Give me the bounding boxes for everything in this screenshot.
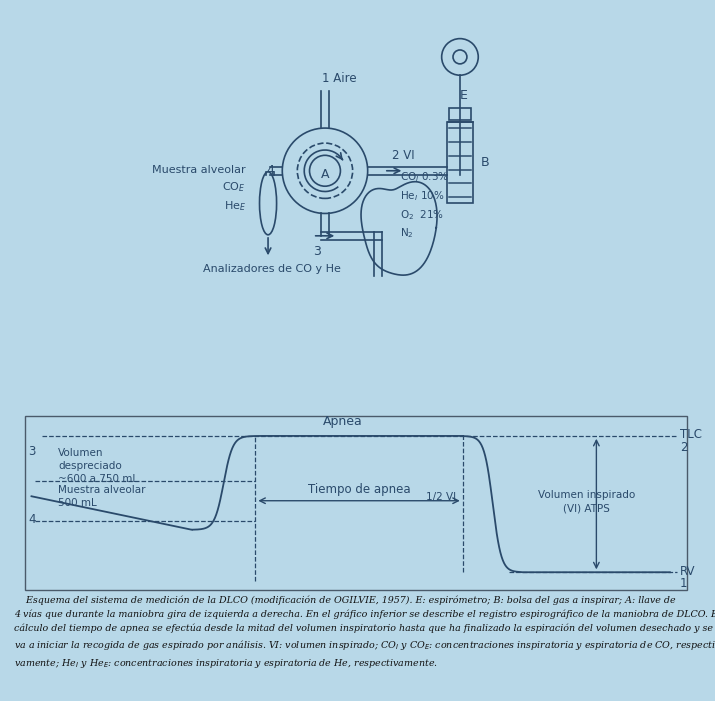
Text: B: B [480,156,489,169]
Text: 3: 3 [313,245,321,258]
Text: 1/2 VI: 1/2 VI [426,492,456,503]
Text: Volumen
despreciado
~600 a 750 mL: Volumen despreciado ~600 a 750 mL [58,448,138,484]
Text: Apnea: Apnea [322,415,363,428]
Text: Tiempo de apnea: Tiempo de apnea [307,483,410,496]
Bar [447,122,473,203]
Text: 2 VI: 2 VI [392,149,415,162]
Text: TLC: TLC [680,428,702,442]
Text: Analizadores de CO y He: Analizadores de CO y He [203,264,341,274]
Text: 3: 3 [28,445,36,458]
Text: Volumen inspirado
(VI) ATPS: Volumen inspirado (VI) ATPS [538,491,635,513]
Text: 4: 4 [266,164,274,177]
Text: 1 Aire: 1 Aire [322,72,357,86]
Text: A: A [321,168,329,181]
Text: 2: 2 [680,441,687,454]
Text: Muestra alveolar
CO$_E$
He$_E$: Muestra alveolar CO$_E$ He$_E$ [152,165,246,213]
Text: Esquema del sistema de medición de la DLCO (modificación de OGILVIE, 1957). E: e: Esquema del sistema de medición de la DL… [14,596,715,670]
Text: 1: 1 [680,577,687,590]
Text: Muestra alveolar
500 mL: Muestra alveolar 500 mL [58,485,146,508]
Text: CO$_I$ 0.3%
He$_I$ 10%
O$_2$  21%
N$_2$: CO$_I$ 0.3% He$_I$ 10% O$_2$ 21% N$_2$ [400,170,449,240]
Text: 4: 4 [28,513,36,526]
Bar [449,108,471,120]
Text: RV: RV [680,564,696,578]
Text: E: E [460,90,468,102]
